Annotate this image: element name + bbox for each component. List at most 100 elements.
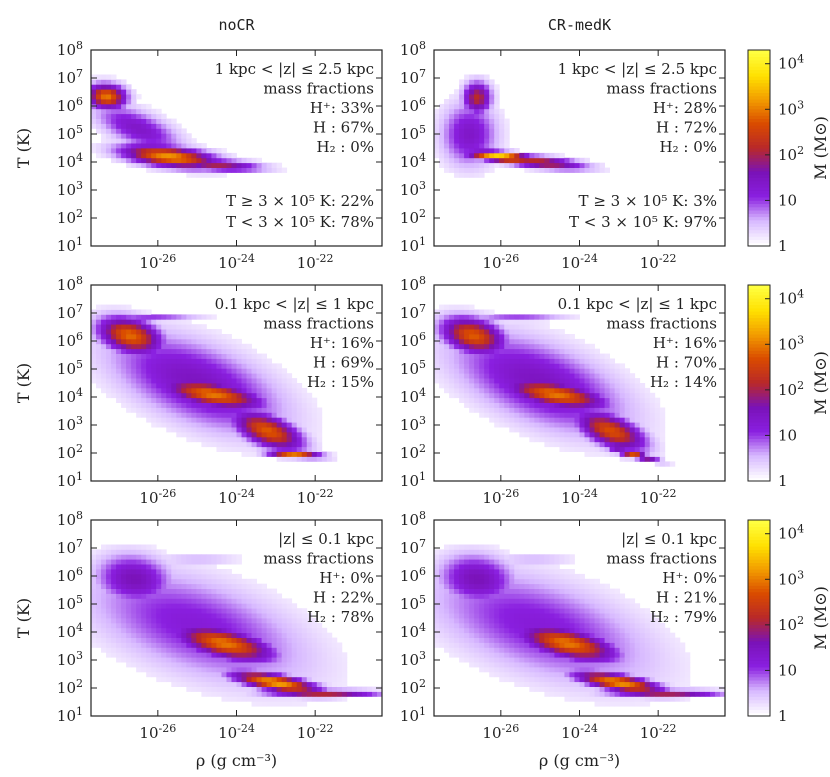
heatmap-cell xyxy=(434,627,440,634)
heatmap-cell xyxy=(251,671,257,678)
heatmap-cell xyxy=(231,691,237,697)
heatmap-cell xyxy=(604,368,611,374)
heatmap-cell xyxy=(484,138,490,144)
colorbar-segment xyxy=(748,108,770,113)
heatmap-cell xyxy=(569,432,575,438)
heatmap-cell xyxy=(584,451,590,457)
heatmap-cell xyxy=(116,304,122,310)
heatmap-cell xyxy=(574,618,580,624)
heatmap-cell xyxy=(136,407,142,413)
heatmap-cell xyxy=(499,123,505,129)
heatmap-cell xyxy=(564,427,570,433)
heatmap-cell xyxy=(439,578,445,585)
heatmap-cell xyxy=(111,578,117,585)
heatmap-cell xyxy=(474,657,480,663)
heatmap-cell xyxy=(609,441,616,448)
heatmap-cell xyxy=(91,123,97,129)
heatmap-cell xyxy=(256,402,262,408)
heatmap-cell xyxy=(256,691,262,697)
heatmap-cell xyxy=(449,554,455,560)
heatmap-cell xyxy=(544,407,550,413)
heatmap-cell xyxy=(594,397,600,403)
heatmap-cell xyxy=(126,334,132,340)
heatmap-cell xyxy=(176,392,182,399)
heatmap-cell xyxy=(101,319,107,325)
heatmap-cell xyxy=(569,618,575,624)
heatmap-cell xyxy=(316,637,323,643)
heatmap-cell xyxy=(206,676,212,683)
heatmap-cell xyxy=(241,627,247,634)
heatmap-cell xyxy=(121,108,127,115)
heatmap-cell xyxy=(474,564,480,570)
heatmap-cell xyxy=(534,618,540,624)
heatmap-cell xyxy=(464,578,470,585)
heatmap-cell xyxy=(499,559,505,565)
heatmap-cell xyxy=(141,642,147,648)
heatmap-cell xyxy=(579,412,585,418)
heatmap-cell xyxy=(161,549,167,555)
heatmap-cell xyxy=(529,378,535,384)
heatmap-cell xyxy=(524,378,530,384)
heatmap-cell xyxy=(499,583,505,589)
heatmap-cell xyxy=(286,373,293,379)
heatmap-cell xyxy=(534,358,540,364)
heatmap-cell xyxy=(216,618,222,624)
heatmap-cell xyxy=(121,84,127,90)
heatmap-cell xyxy=(459,89,465,95)
heatmap-cell xyxy=(121,549,127,555)
heatmap-cell xyxy=(191,583,197,589)
heatmap-cell xyxy=(116,637,122,643)
heatmap-cell xyxy=(529,427,535,433)
heatmap-cell xyxy=(444,603,450,609)
heatmap-cell xyxy=(156,162,162,168)
colorbar-segment xyxy=(748,115,770,120)
heatmap-cell xyxy=(509,417,515,423)
heatmap-cell xyxy=(514,157,520,164)
heatmap-cell xyxy=(201,383,207,389)
heatmap-cell xyxy=(499,138,505,144)
colorbar-segment xyxy=(748,405,770,410)
heatmap-cell xyxy=(549,569,555,575)
heatmap-cell xyxy=(166,642,172,648)
heatmap-cell xyxy=(544,588,550,594)
heatmap-cell xyxy=(286,681,293,687)
heatmap-cell xyxy=(111,118,117,124)
heatmap-cell xyxy=(479,123,485,129)
heatmap-cell xyxy=(121,544,127,550)
heatmap-cell xyxy=(181,407,187,413)
heatmap-cell xyxy=(326,647,333,653)
heatmap-cell xyxy=(141,309,147,315)
heatmap-cell xyxy=(554,334,560,340)
heatmap-cell xyxy=(484,324,490,330)
heatmap-cell xyxy=(564,343,570,350)
heatmap-cell xyxy=(261,676,268,683)
heatmap-cell xyxy=(559,559,565,565)
heatmap-cell xyxy=(186,632,192,638)
heatmap-cell xyxy=(186,686,192,692)
heatmap-cell xyxy=(584,402,590,408)
heatmap-cell xyxy=(141,128,147,134)
heatmap-cell xyxy=(196,348,202,354)
heatmap-cell xyxy=(534,368,540,374)
heatmap-cell xyxy=(331,642,338,648)
heatmap-cell xyxy=(444,358,450,364)
heatmap-cell xyxy=(221,422,227,428)
heatmap-cell xyxy=(201,564,207,570)
heatmap-cell xyxy=(306,407,313,413)
heatmap-cell xyxy=(474,368,480,374)
heatmap-cell xyxy=(629,441,636,448)
heatmap-cell xyxy=(91,363,97,369)
heatmap-cell xyxy=(146,368,152,374)
heatmap-cell xyxy=(469,324,475,330)
heatmap-cell xyxy=(554,598,560,604)
heatmap-cell xyxy=(276,167,283,173)
heatmap-cell xyxy=(494,353,500,359)
heatmap-cell xyxy=(604,392,611,399)
heatmap-cell xyxy=(236,686,242,692)
heatmap-cell xyxy=(276,657,283,663)
column-title: noCR xyxy=(218,16,255,34)
heatmap-cell xyxy=(111,554,117,560)
heatmap-cell xyxy=(589,397,595,403)
heatmap-cell xyxy=(599,363,605,369)
